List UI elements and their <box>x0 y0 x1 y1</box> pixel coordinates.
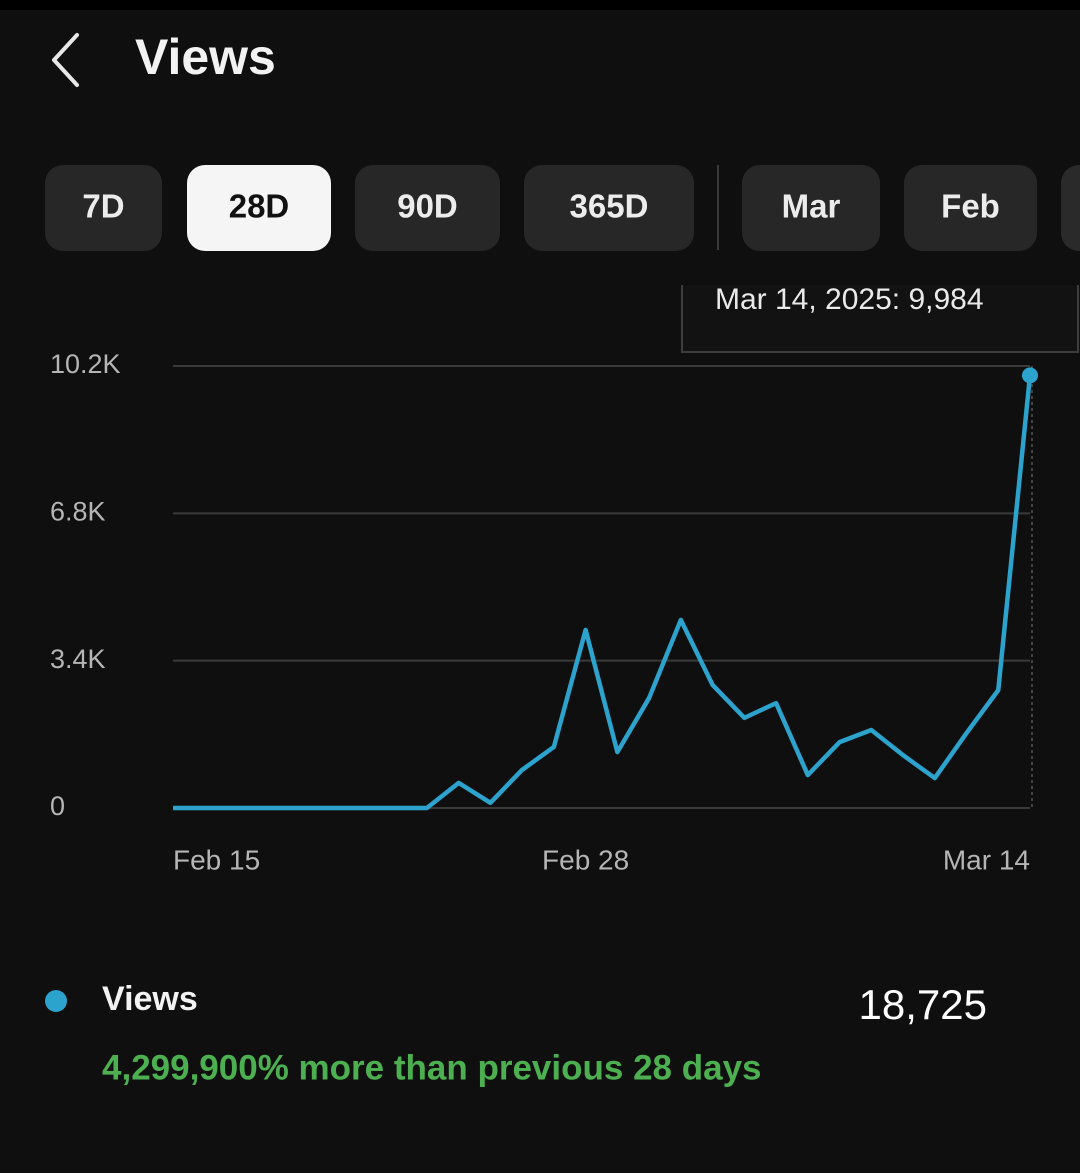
back-button[interactable] <box>52 33 79 87</box>
tooltip: Mar 14, 2025: 9,984 <box>715 283 984 316</box>
tab-label: 28D <box>229 188 290 225</box>
tab-label: Feb <box>941 188 1000 225</box>
tab[interactable] <box>904 165 1037 251</box>
tab-label: 365D <box>570 188 649 225</box>
tab-label: Mar <box>782 188 841 225</box>
tab-partial[interactable] <box>1061 165 1080 251</box>
y-tick-label: 10.2K <box>50 349 121 379</box>
total-views: 18,725 <box>859 981 987 1028</box>
y-tick-label: 0 <box>50 791 65 821</box>
tab[interactable] <box>524 165 694 251</box>
legend-dot <box>45 990 67 1012</box>
tab[interactable] <box>742 165 880 251</box>
y-tick-label: 6.8K <box>50 496 106 526</box>
x-tick-label: Feb 15 <box>173 844 260 875</box>
line <box>173 375 1033 811</box>
tab[interactable] <box>45 165 162 251</box>
chart: 0 3.4K 6.8K 10.2K Feb 15 Feb 28 Mar 14 <box>50 349 1038 875</box>
y-tick-label: 3.4K <box>50 644 106 674</box>
x-tick-label: Mar 14 <box>943 844 1030 875</box>
highlight-point <box>1022 367 1038 384</box>
tab[interactable] <box>187 165 331 251</box>
change-text: 4,299,900% more than previous 28 days <box>102 1048 762 1087</box>
legend-label: Views <box>102 980 198 1018</box>
tab-bar: 7D 28D 90D 365D Mar Feb <box>45 165 1037 251</box>
page-title: Views <box>135 29 276 85</box>
tooltip-box <box>681 285 1079 353</box>
status-strip <box>0 0 1080 10</box>
tab-label: 7D <box>82 188 124 225</box>
tab-label: 90D <box>397 188 458 225</box>
tab[interactable] <box>355 165 500 251</box>
x-tick-label: Feb 28 <box>542 844 629 875</box>
